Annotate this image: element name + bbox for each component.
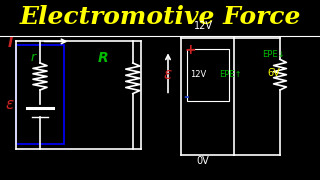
Text: 6V: 6V <box>267 68 280 78</box>
Text: ε: ε <box>6 97 14 112</box>
Text: 12V: 12V <box>194 21 213 31</box>
Text: EPE↓: EPE↓ <box>262 50 285 59</box>
Text: 0V: 0V <box>197 156 210 166</box>
Text: r: r <box>30 51 36 64</box>
Text: ε: ε <box>163 67 172 82</box>
Text: +: + <box>184 43 196 57</box>
Text: I: I <box>8 36 13 50</box>
Text: Electromotive Force: Electromotive Force <box>19 5 301 29</box>
Text: R: R <box>98 51 108 65</box>
Text: EPE↑: EPE↑ <box>219 70 242 79</box>
Text: -: - <box>183 90 189 104</box>
Bar <box>187 49 229 101</box>
Bar <box>16 45 64 144</box>
Text: 12V: 12V <box>190 70 206 79</box>
